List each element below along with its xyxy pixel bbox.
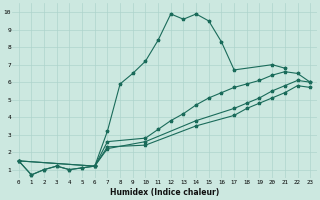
- X-axis label: Humidex (Indice chaleur): Humidex (Indice chaleur): [110, 188, 219, 197]
